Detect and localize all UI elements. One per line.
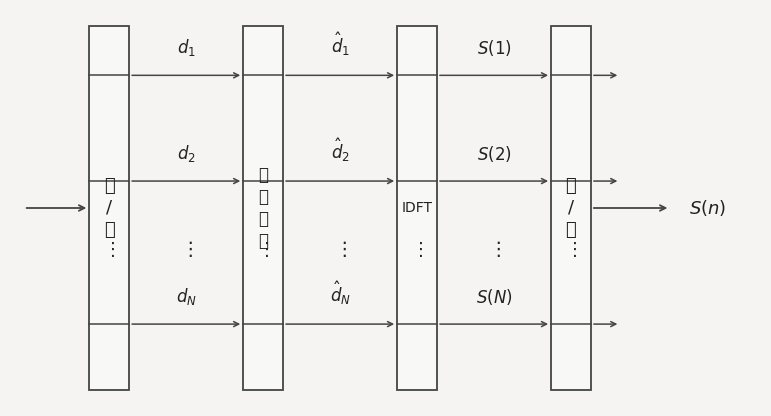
Text: $S(1)$: $S(1)$ bbox=[476, 38, 511, 58]
Text: $\vdots$: $\vdots$ bbox=[411, 240, 423, 259]
Text: $\vdots$: $\vdots$ bbox=[487, 240, 500, 260]
Text: $S(2)$: $S(2)$ bbox=[476, 144, 511, 163]
Text: $d_N$: $d_N$ bbox=[176, 286, 197, 307]
Text: $S(n)$: $S(n)$ bbox=[689, 198, 727, 218]
Text: $\vdots$: $\vdots$ bbox=[103, 240, 115, 259]
Text: $\hat{d}_1$: $\hat{d}_1$ bbox=[331, 30, 349, 58]
Bar bbox=[397, 25, 437, 391]
Text: 并
/
串: 并 / 串 bbox=[566, 177, 577, 239]
Text: $\hat{d}_2$: $\hat{d}_2$ bbox=[331, 136, 349, 163]
Text: $d_1$: $d_1$ bbox=[177, 37, 196, 58]
Text: $\hat{d}_N$: $\hat{d}_N$ bbox=[329, 279, 351, 307]
Text: $\vdots$: $\vdots$ bbox=[258, 240, 269, 259]
Text: 加
扰
算
法: 加 扰 算 法 bbox=[258, 166, 268, 250]
Bar bbox=[243, 25, 283, 391]
Text: IDFT: IDFT bbox=[402, 201, 433, 215]
Bar bbox=[89, 25, 130, 391]
Text: $S(N)$: $S(N)$ bbox=[476, 287, 512, 307]
Text: $\vdots$: $\vdots$ bbox=[334, 240, 346, 260]
Text: 串
/
并: 串 / 并 bbox=[104, 177, 115, 239]
Text: $\vdots$: $\vdots$ bbox=[180, 240, 193, 260]
Text: $\vdots$: $\vdots$ bbox=[565, 240, 577, 259]
Text: $d_2$: $d_2$ bbox=[177, 143, 196, 163]
Bar bbox=[551, 25, 591, 391]
